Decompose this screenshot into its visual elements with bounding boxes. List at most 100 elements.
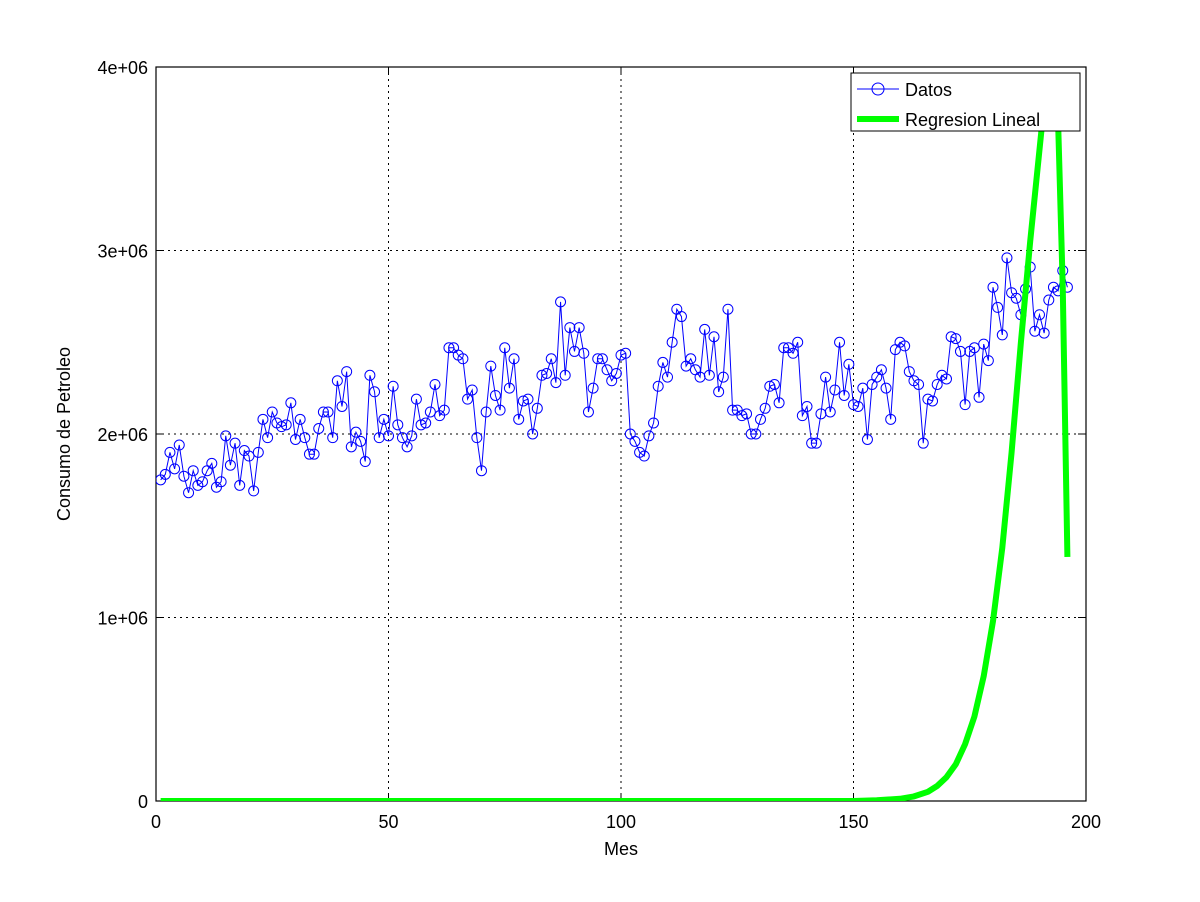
data-point [708,331,720,343]
data-point [573,322,585,334]
data-point [248,485,260,497]
data-point [503,382,515,394]
data-point [364,369,376,381]
data-point [913,378,925,390]
data-point [610,367,622,379]
data-point [424,406,436,418]
data-point [420,417,432,429]
y-tick-label: 3e+06 [97,242,148,262]
data-point [992,301,1004,313]
data-point [178,470,190,482]
data-point [345,441,357,453]
y-tick-label: 1e+06 [97,609,148,629]
data-point [587,382,599,394]
data-point [824,406,836,418]
y-tick-label: 0 [138,792,148,812]
data-point [750,428,762,440]
ticks: 0 50 100 150 200 0 1e+06 2e+06 3e+06 4e+06 [97,58,1101,832]
data-point [848,399,859,411]
data-point [308,448,320,460]
data-point [522,393,534,405]
data-point [559,369,571,381]
data-point [517,395,529,407]
data-point [861,434,873,446]
data-point [801,400,813,412]
data-point [527,428,539,440]
data-point [666,336,678,348]
data-point [234,479,246,491]
data-point [262,432,274,444]
data-point [578,347,590,359]
data-point [243,450,255,462]
x-axis-label: Mes [604,839,638,859]
data-point [429,378,441,390]
data-point [629,435,641,447]
data-point [922,393,934,405]
data-point [745,428,757,440]
data-point [741,408,753,420]
data-point [880,382,892,394]
data-point [927,395,939,407]
data-point [834,336,846,348]
data-point [355,435,367,447]
data-point [773,397,785,409]
data-point [499,342,511,354]
data-point [931,378,943,390]
data-point [764,380,776,392]
data-point [313,422,325,434]
data-point [206,457,218,469]
data-point [406,430,418,442]
data-point [820,371,832,383]
data-point [996,329,1008,341]
data-point [410,393,422,405]
data-point [796,410,808,422]
data-point [713,386,725,398]
data-point [266,406,278,418]
data-point [699,323,711,335]
data-point [555,296,567,308]
data-point [299,432,311,444]
data-point [806,437,818,449]
data-point [331,375,343,387]
data-point [615,349,627,361]
data-point [959,399,971,411]
data-point [378,413,390,425]
data-point [401,441,413,453]
data-point [857,382,869,394]
data-point [601,364,613,376]
data-point [169,463,181,475]
data-point [885,413,897,425]
data-point [768,378,780,390]
data-point [1010,292,1022,304]
data-point [662,371,673,383]
x-tick-label: 50 [378,812,398,832]
data-point [369,386,381,398]
data-point [294,413,306,425]
legend-label: Regresion Lineal [905,110,1040,130]
x-tick-label: 0 [151,812,161,832]
data-point [829,384,841,396]
data-point [341,366,353,378]
data-point [954,345,966,357]
data-point [536,369,548,381]
data-point [257,413,269,425]
data-point [336,400,348,412]
data-point [596,353,608,365]
data-point [899,340,911,352]
data-point [759,402,771,414]
data-point [778,342,790,354]
x-tick-label: 200 [1071,812,1101,832]
data-point [466,384,478,396]
data-point [843,358,855,370]
data-point [322,406,334,418]
data-point [875,364,887,376]
data-point [755,413,766,425]
data-point [592,353,604,365]
data-point [197,476,208,488]
legend-label: Datos [905,80,952,100]
data-point [457,353,469,365]
data-point [392,419,404,431]
data-point [545,353,557,365]
